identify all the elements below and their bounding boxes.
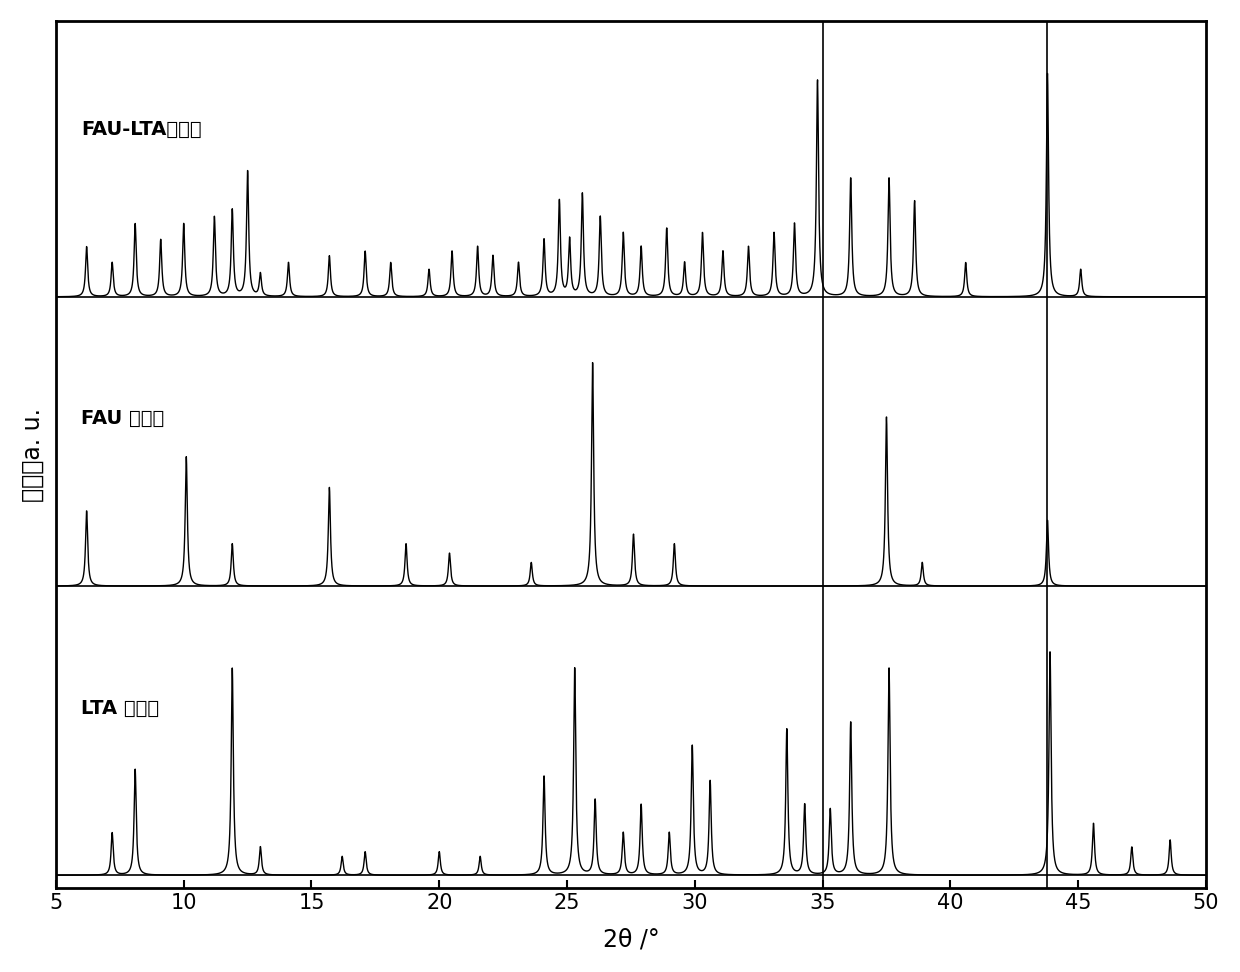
Text: LTA 分子筛: LTA 分子筛 (82, 699, 160, 717)
Text: FAU 分子筛: FAU 分子筛 (82, 409, 165, 429)
Text: FAU-LTA复合膜: FAU-LTA复合膜 (82, 121, 202, 139)
X-axis label: 2θ /°: 2θ /° (603, 927, 660, 952)
Y-axis label: 强度／a. u.: 强度／a. u. (21, 407, 45, 502)
